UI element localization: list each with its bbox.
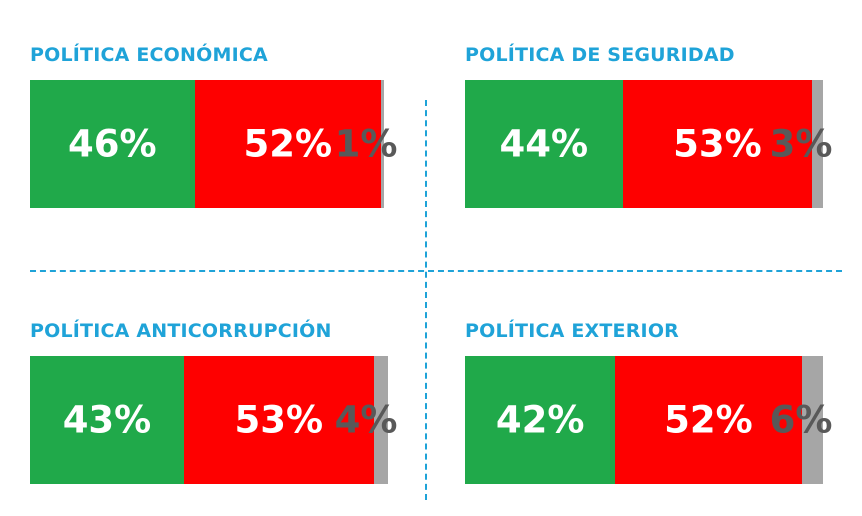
bar-segment-favor	[30, 356, 184, 484]
bar-segment-other	[801, 356, 823, 484]
bar-segment-other	[812, 80, 823, 208]
bar-segment-favor	[465, 80, 623, 208]
bar-labels: 44% 53% 3%	[465, 80, 832, 208]
data-label-other: 6%	[769, 398, 833, 442]
bar-segment-favor	[30, 80, 195, 208]
bar-segment-other	[380, 80, 385, 208]
stacked-bar	[465, 80, 823, 208]
stacked-bar	[30, 80, 385, 208]
data-label-contra: 52%	[243, 122, 333, 166]
panel-title: POLÍTICA DE SEGURIDAD	[465, 44, 735, 66]
bar-labels: 42% 52% 6%	[465, 356, 833, 484]
data-label-contra: 53%	[673, 122, 762, 166]
bar-segment-favor	[465, 356, 616, 484]
bar-labels: 46% 52% 1%	[30, 80, 397, 208]
data-label-favor: 43%	[62, 398, 152, 442]
data-label-other: 3%	[769, 122, 833, 166]
vertical-divider	[425, 100, 427, 500]
bar-segment-contra	[194, 80, 381, 208]
data-label-other: 1%	[334, 122, 398, 166]
data-label-favor: 42%	[495, 398, 585, 442]
panel-title: POLÍTICA EXTERIOR	[465, 320, 679, 342]
stacked-bar	[465, 356, 823, 484]
panel-title: POLÍTICA ANTICORRUPCIÓN	[30, 320, 332, 342]
bar-labels: 43% 53% 4%	[30, 356, 398, 484]
bar-segment-contra	[183, 356, 374, 484]
data-label-contra: 52%	[664, 398, 753, 442]
data-label-favor: 46%	[68, 122, 157, 166]
data-label-favor: 44%	[499, 122, 589, 166]
data-label-other: 4%	[334, 398, 398, 442]
panel-title: POLÍTICA ECONÓMICA	[30, 44, 268, 66]
horizontal-divider	[30, 270, 842, 272]
bar-segment-contra	[622, 80, 813, 208]
bar-segment-other	[373, 356, 388, 484]
data-label-contra: 53%	[234, 398, 324, 442]
bar-segment-contra	[615, 356, 802, 484]
stacked-bar	[30, 356, 388, 484]
